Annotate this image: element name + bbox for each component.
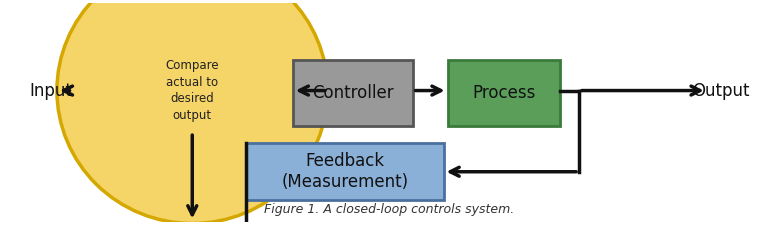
Ellipse shape (57, 0, 328, 223)
Text: Controller: Controller (312, 84, 393, 102)
Text: Output: Output (692, 81, 749, 99)
Text: Figure 1. A closed-loop controls system.: Figure 1. A closed-loop controls system. (264, 203, 515, 216)
FancyBboxPatch shape (447, 60, 559, 126)
FancyBboxPatch shape (246, 143, 444, 200)
Text: Feedback
(Measurement): Feedback (Measurement) (281, 152, 409, 191)
Text: Compare
actual to
desired
output: Compare actual to desired output (165, 59, 219, 122)
Text: Input: Input (30, 81, 72, 99)
FancyBboxPatch shape (293, 60, 413, 126)
Text: Process: Process (472, 84, 535, 102)
